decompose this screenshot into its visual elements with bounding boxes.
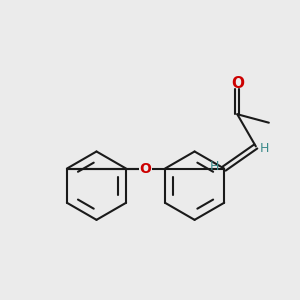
Text: H: H (210, 160, 219, 173)
Text: O: O (140, 162, 152, 176)
Text: O: O (231, 76, 244, 91)
Text: H: H (260, 142, 269, 155)
